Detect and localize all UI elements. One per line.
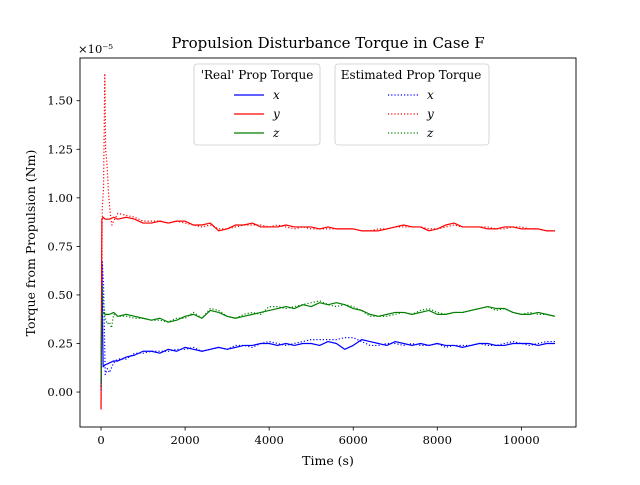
x-tick-label: 0 [97, 433, 104, 447]
y-tick-label: 1.50 [47, 94, 73, 108]
y-tick-label: 0.25 [47, 336, 73, 350]
legend-estimated-z-label: z [426, 126, 434, 140]
y-scale-offset-label: ×10⁻⁵ [78, 42, 113, 56]
x-tick-label: 6000 [339, 433, 368, 447]
chart-title: Propulsion Disturbance Torque in Case F [171, 34, 484, 52]
series-real-y-line [100, 216, 555, 410]
legend-real-z-label: z [272, 126, 280, 140]
x-axis-ticks: 0 2000 4000 6000 8000 10000 [97, 427, 540, 447]
legend-estimated-box [334, 63, 490, 146]
y-tick-label: 0.50 [47, 288, 73, 302]
y-axis-title: Torque from Propulsion (Nm) [23, 150, 38, 337]
y-axis-ticks: 0.00 0.25 0.50 0.75 1.00 1.25 1.50 [47, 94, 80, 399]
y-tick-label: 1.00 [47, 191, 73, 205]
plot-frame [79, 57, 577, 428]
legend-estimated: Estimated Prop Torque x y z [334, 63, 490, 146]
legend-real-y-label: y [272, 107, 280, 121]
legend-real-x-label: x [273, 88, 280, 102]
series-layer [100, 72, 556, 410]
series-estimated-z-line [100, 284, 556, 387]
series-estimated-y-line [100, 72, 555, 406]
y-tick-label: 1.25 [47, 142, 73, 156]
x-axis-title: Time (s) [302, 453, 354, 468]
x-tick-label: 2000 [170, 433, 199, 447]
series-real-x-line [100, 265, 555, 389]
x-tick-label: 10000 [503, 433, 540, 447]
series-real-z-line [100, 302, 556, 383]
legend-real: 'Real' Prop Torque x y z [193, 63, 321, 146]
x-tick-label: 8000 [423, 433, 452, 447]
y-tick-label: 0.00 [47, 385, 73, 399]
legend-estimated-title: Estimated Prop Torque [341, 68, 482, 82]
y-tick-label: 0.75 [47, 239, 73, 253]
series-estimated-x-line [100, 261, 555, 391]
legend-estimated-x-label: x [427, 88, 434, 102]
x-tick-label: 4000 [255, 433, 284, 447]
legend-real-box [193, 63, 321, 146]
legend-real-title: 'Real' Prop Torque [201, 68, 314, 82]
legend-estimated-y-label: y [426, 107, 434, 121]
